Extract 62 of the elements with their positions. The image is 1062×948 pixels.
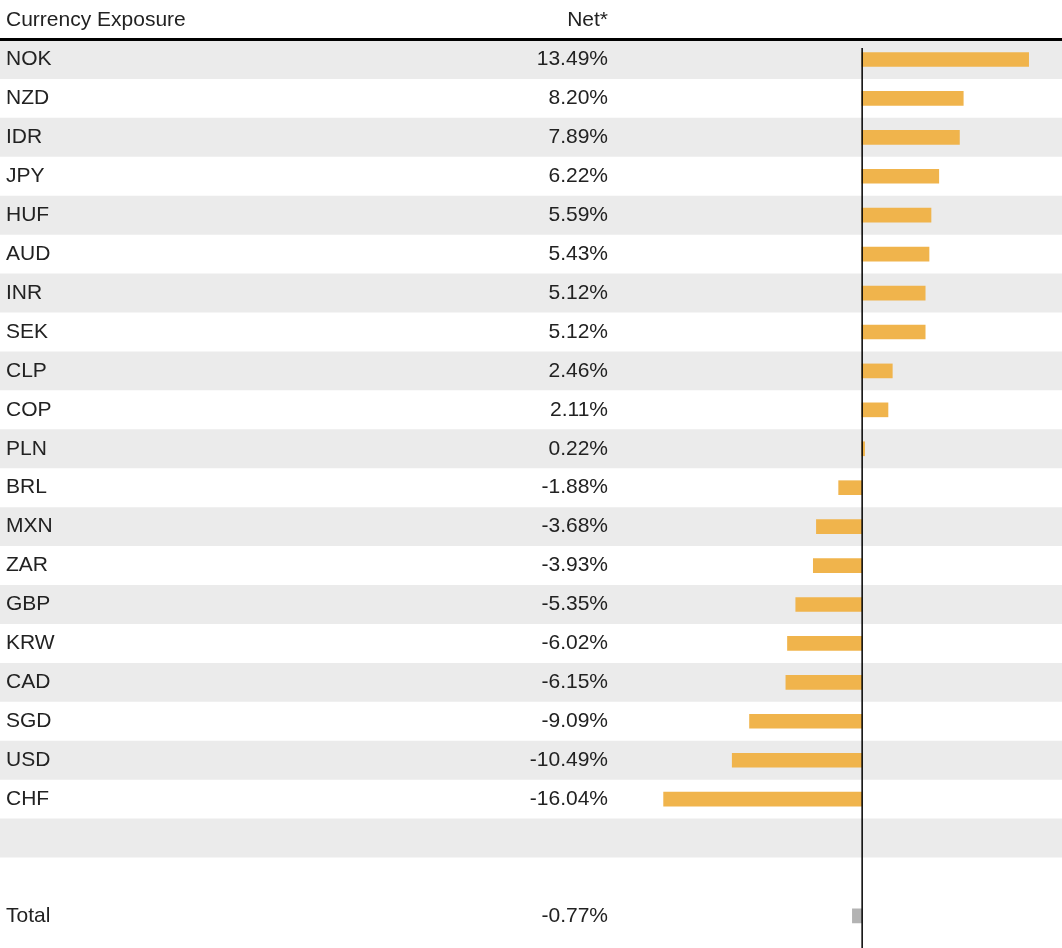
bar bbox=[861, 91, 964, 106]
data-label: -3.93% bbox=[541, 552, 608, 576]
bar bbox=[861, 168, 940, 184]
y-tick-label: GBP bbox=[6, 591, 51, 615]
y-tick-label: COP bbox=[6, 396, 52, 420]
bar bbox=[816, 519, 863, 534]
data-label: 5.59% bbox=[548, 201, 608, 225]
y-tick-label: BRL bbox=[6, 474, 47, 498]
data-label: 2.46% bbox=[548, 357, 608, 381]
bar bbox=[861, 285, 926, 301]
bar bbox=[861, 207, 932, 223]
data-label: 6.22% bbox=[548, 163, 608, 187]
y-tick-label: NZD bbox=[6, 85, 50, 109]
y-tick-label: INR bbox=[6, 279, 43, 303]
y-tick-label: KRW bbox=[6, 630, 55, 654]
bar bbox=[838, 480, 863, 496]
data-label: 13.49% bbox=[536, 46, 608, 70]
y-tick-label: NOK bbox=[6, 46, 52, 70]
bar bbox=[663, 791, 863, 807]
y-tick-label: CHF bbox=[6, 785, 50, 809]
y-tick-label: AUD bbox=[6, 240, 51, 264]
data-label: 8.20% bbox=[548, 85, 608, 109]
y-tick-label: CAD bbox=[6, 669, 51, 693]
bar bbox=[795, 597, 863, 612]
bar bbox=[861, 363, 893, 379]
data-label: -6.02% bbox=[541, 630, 608, 654]
data-label: -1.88% bbox=[541, 474, 608, 498]
y-tick-label: JPY bbox=[6, 163, 45, 187]
bar bbox=[861, 246, 930, 262]
y-tick-label: Total bbox=[6, 902, 51, 926]
bar bbox=[861, 324, 926, 340]
y-tick-label: IDR bbox=[6, 124, 43, 148]
bar bbox=[812, 558, 863, 573]
x-axis-title: Net* bbox=[567, 6, 608, 30]
bar bbox=[749, 713, 863, 729]
y-tick-label: PLN bbox=[6, 435, 47, 459]
data-label: -0.77% bbox=[541, 902, 608, 926]
bar bbox=[731, 752, 863, 768]
data-label: 5.12% bbox=[548, 318, 608, 342]
data-label: 7.89% bbox=[548, 124, 608, 148]
data-label: 5.43% bbox=[548, 240, 608, 264]
data-label: -16.04% bbox=[529, 785, 608, 809]
y-tick-label: HUF bbox=[6, 201, 50, 225]
y-tick-label: USD bbox=[6, 747, 51, 771]
y-tick-label: CLP bbox=[6, 357, 47, 381]
y-axis-title: Currency Exposure bbox=[6, 6, 186, 30]
y-tick-label: ZAR bbox=[6, 552, 48, 576]
data-label: -10.49% bbox=[529, 747, 608, 771]
y-tick-label: SGD bbox=[6, 708, 52, 732]
data-label: 5.12% bbox=[548, 279, 608, 303]
data-label: -9.09% bbox=[541, 708, 608, 732]
data-label: 0.22% bbox=[548, 435, 608, 459]
bar bbox=[785, 675, 863, 690]
data-label: -3.68% bbox=[541, 513, 608, 537]
data-label: -6.15% bbox=[541, 669, 608, 693]
y-tick-label: SEK bbox=[6, 318, 49, 342]
y-tick-label: MXN bbox=[6, 513, 53, 537]
bar bbox=[787, 636, 863, 651]
data-label: 2.11% bbox=[550, 396, 608, 420]
bar bbox=[861, 52, 1029, 67]
data-label: -5.35% bbox=[541, 591, 608, 615]
bar bbox=[861, 130, 960, 145]
